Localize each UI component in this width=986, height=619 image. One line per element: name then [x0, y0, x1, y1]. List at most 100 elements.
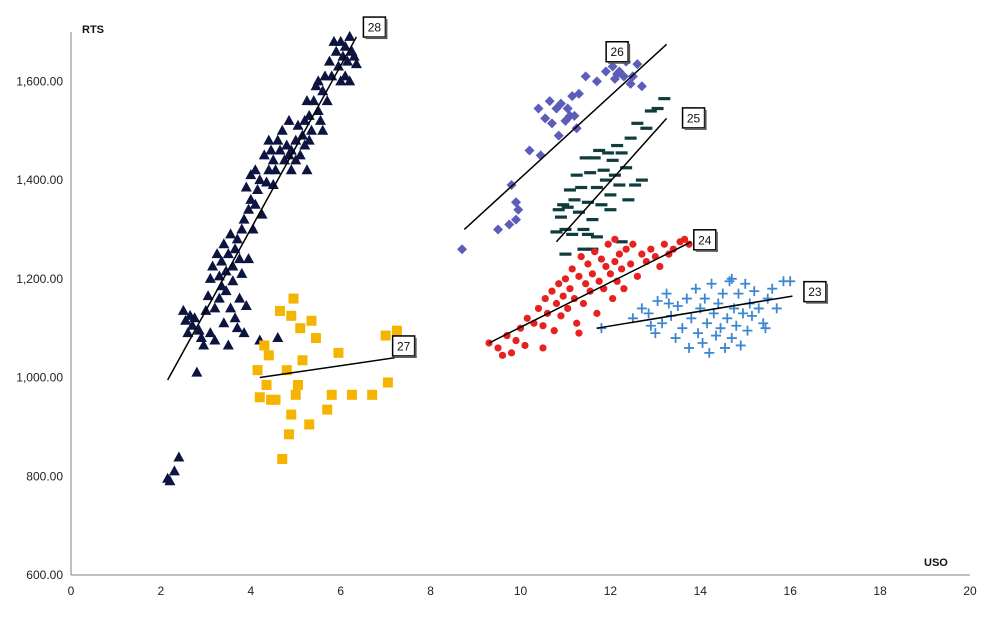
data-point-dash	[566, 232, 579, 236]
data-point-square	[261, 379, 272, 390]
data-point-triangle	[182, 327, 194, 338]
data-point-diamond	[540, 113, 551, 124]
y-axis-title: RTS	[82, 24, 104, 36]
data-point-triangle	[332, 60, 344, 71]
data-point-circle	[561, 275, 570, 283]
data-marks	[162, 30, 796, 486]
data-point-triangle	[341, 55, 353, 66]
data-point-triangle	[335, 35, 347, 46]
data-point-dash	[640, 126, 653, 130]
data-point-dash	[575, 185, 588, 190]
data-point-circle	[622, 245, 630, 253]
data-point-dash	[613, 183, 626, 187]
data-point-circle	[591, 248, 599, 256]
data-point-triangle	[245, 193, 257, 204]
data-point-cross	[726, 333, 737, 344]
data-point-square	[275, 305, 286, 316]
data-point-triangle	[218, 317, 230, 328]
data-point-circle	[602, 262, 610, 271]
callout-shadow	[825, 283, 828, 304]
data-point-diamond	[600, 66, 611, 77]
data-point-dash	[557, 203, 570, 207]
data-point-cross	[645, 320, 656, 331]
data-point-diamond	[571, 123, 582, 134]
data-point-diamond	[511, 197, 522, 208]
callout-label: 28	[368, 21, 382, 35]
data-point-triangle	[186, 319, 198, 330]
data-point-cross	[652, 296, 663, 307]
data-point-triangle	[263, 134, 275, 145]
data-point-square	[290, 389, 301, 400]
x-axis-title: USO	[924, 557, 948, 569]
data-point-triangle	[191, 366, 203, 377]
data-point-circle	[606, 270, 615, 278]
data-point-dash	[599, 178, 612, 182]
callout-label: 26	[610, 45, 624, 59]
data-point-cross	[726, 273, 737, 284]
data-point-triangle	[216, 255, 228, 266]
data-point-circle	[660, 240, 668, 248]
data-point-cross	[690, 283, 701, 294]
data-point-dash	[568, 198, 581, 202]
data-point-triangle	[229, 312, 241, 323]
data-point-cross	[731, 320, 742, 331]
trendline-26	[463, 43, 668, 231]
data-point-square	[367, 389, 378, 400]
data-point-triangle	[344, 30, 356, 41]
data-point-circle	[656, 262, 664, 271]
data-point-circle	[588, 270, 597, 278]
data-point-triangle	[249, 198, 261, 209]
data-point-cross	[672, 300, 683, 311]
data-point-diamond	[506, 180, 517, 191]
data-point-dash	[593, 148, 606, 153]
callout-24: 24	[693, 229, 718, 252]
data-point-diamond	[533, 103, 544, 114]
x-tick-label: 10	[514, 584, 528, 598]
data-point-dash	[590, 185, 603, 190]
data-point-triangle	[274, 144, 286, 155]
data-point-cross	[643, 308, 654, 319]
data-point-circle	[512, 336, 520, 345]
data-point-cross	[699, 293, 710, 304]
data-point-circle	[680, 235, 689, 243]
data-point-diamond	[636, 81, 647, 92]
data-point-triangle	[252, 183, 264, 194]
data-point-dash	[588, 156, 601, 160]
y-tick-label: 1,000.00	[16, 371, 63, 385]
data-point-diamond	[553, 130, 564, 141]
data-point-square	[286, 310, 297, 321]
data-point-dash	[622, 198, 635, 202]
data-point-circle	[627, 260, 635, 268]
data-point-dash	[611, 143, 624, 148]
data-point-triangle	[229, 243, 241, 254]
data-point-triangle	[227, 275, 239, 286]
data-point-square	[380, 330, 391, 341]
data-point-circle	[620, 285, 628, 293]
data-point-diamond	[607, 61, 618, 72]
callout-shadow	[394, 355, 417, 358]
data-point-triangle	[344, 75, 356, 86]
data-point-triangle	[189, 312, 201, 323]
data-point-square	[254, 392, 265, 403]
data-point-triangle	[283, 149, 295, 160]
data-point-cross	[686, 313, 697, 324]
data-point-triangle	[204, 327, 216, 338]
data-point-diamond	[562, 103, 573, 114]
data-point-cross	[702, 318, 713, 329]
data-point-dash	[615, 151, 628, 155]
data-point-square	[270, 394, 281, 405]
data-point-square	[277, 453, 288, 464]
data-point-cross	[760, 323, 771, 334]
x-tick-label: 12	[604, 584, 618, 598]
data-point-triangle	[238, 213, 250, 224]
data-point-diamond	[569, 110, 580, 121]
data-point-circle	[507, 349, 516, 357]
x-tick-label: 14	[694, 584, 708, 598]
data-point-circle	[548, 287, 556, 295]
data-point-dash	[563, 188, 576, 192]
data-point-dash	[644, 109, 657, 113]
data-point-diamond	[591, 76, 602, 87]
data-point-dash	[604, 193, 617, 197]
data-point-diamond	[555, 98, 566, 109]
